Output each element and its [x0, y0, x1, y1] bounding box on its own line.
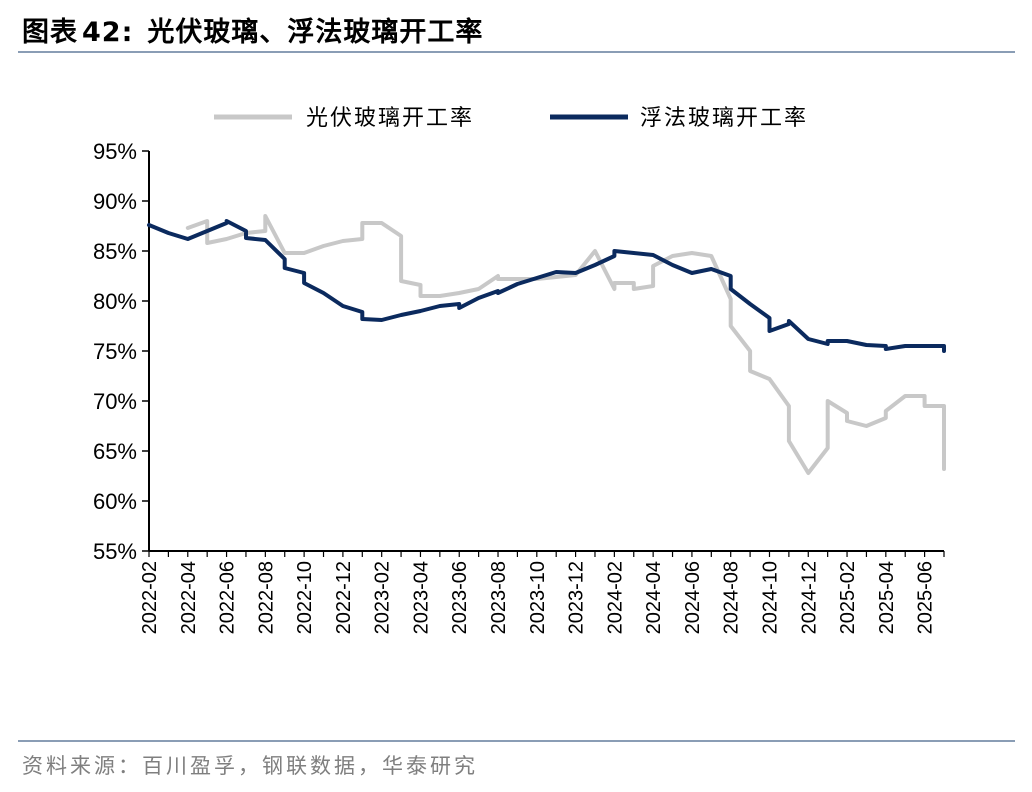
title-number: 42: — [82, 17, 134, 48]
x-tick-label: 2022-06 — [217, 561, 239, 634]
x-tick-label-group: 2022-08 — [255, 561, 277, 634]
x-tick-label: 2022-08 — [255, 561, 277, 634]
chart-axes: 55% 60% 65% 70% 75% 80% 85% 90% 95% 2022-02 2022-0… — [93, 139, 945, 634]
y-tick-label: 70% — [93, 389, 137, 414]
x-tick-label: 2024-02 — [604, 561, 626, 634]
x-tick-label: 2023-06 — [449, 561, 471, 634]
bottom-divider — [18, 740, 1015, 742]
x-tick-label: 2022-04 — [178, 561, 200, 634]
x-tick-label: 2023-02 — [372, 561, 394, 634]
x-tick-label: 2025-02 — [837, 561, 859, 634]
title-prefix: 图表 — [22, 17, 78, 48]
x-tick-label-group: 2024-08 — [721, 561, 743, 634]
x-tick-label-group: 2024-04 — [643, 561, 665, 634]
top-divider — [18, 51, 1015, 53]
x-tick-label-group: 2025-04 — [876, 561, 898, 634]
y-tick-label: 95% — [93, 139, 137, 164]
x-tick-label-group: 2023-08 — [488, 561, 510, 634]
series-line-1 — [185, 214, 946, 475]
x-tick-label-group: 2022-12 — [333, 561, 355, 634]
x-tick-label-group: 2023-06 — [449, 561, 471, 634]
x-tick-label: 2023-08 — [488, 561, 510, 634]
y-tick-label: 55% — [93, 539, 137, 564]
legend-label-1: 光伏玻璃开工率 — [306, 106, 474, 131]
x-tick-label-group: 2024-12 — [798, 561, 820, 634]
x-tick-label-group: 2025-02 — [837, 561, 859, 634]
title-text: 光伏玻璃、浮法玻璃开工率 — [147, 17, 484, 48]
x-tick-label: 2025-04 — [876, 561, 898, 634]
x-tick-label: 2024-06 — [682, 561, 704, 634]
y-tick-label: 65% — [93, 439, 137, 464]
y-tick-label: 90% — [93, 189, 137, 214]
x-tick-label-group: 2022-04 — [178, 561, 200, 634]
x-tick-label-group: 2025-06 — [915, 561, 937, 634]
x-tick-label-group: 2023-12 — [566, 561, 588, 634]
x-tick-label-group: 2022-10 — [294, 561, 316, 634]
y-tick-label: 75% — [93, 339, 137, 364]
x-tick-label-group: 2022-02 — [139, 561, 161, 634]
x-tick-label: 2024-10 — [759, 561, 781, 634]
x-tick-label: 2024-08 — [721, 561, 743, 634]
x-tick-label-group: 2023-02 — [372, 561, 394, 634]
series-layer — [147, 214, 946, 475]
y-tick-label: 85% — [93, 239, 137, 264]
series-line-2 — [147, 219, 946, 353]
source-note: 资料来源：百川盈孚，钢联数据，华泰研究 — [22, 754, 478, 778]
x-tick-label-group: 2024-06 — [682, 561, 704, 634]
x-tick-label-group: 2023-10 — [527, 561, 549, 634]
x-tick-label-group: 2024-02 — [604, 561, 626, 634]
x-tick-label: 2022-10 — [294, 561, 316, 634]
x-tick-label-group: 2024-10 — [759, 561, 781, 634]
y-tick-label: 60% — [93, 489, 137, 514]
x-tick-label: 2022-12 — [333, 561, 355, 634]
x-tick-label-group: 2022-06 — [217, 561, 239, 634]
x-tick-label: 2023-04 — [410, 561, 432, 634]
x-tick-label: 2024-04 — [643, 561, 665, 634]
y-tick-label: 80% — [93, 289, 137, 314]
chart-title: 图表 42: 光伏玻璃、浮法玻璃开工率 — [22, 10, 483, 49]
x-tick-label: 2025-06 — [915, 561, 937, 634]
x-tick-label: 2023-10 — [527, 561, 549, 634]
legend-label-2: 浮法玻璃开工率 — [640, 106, 808, 131]
x-tick-label: 2024-12 — [798, 561, 820, 634]
legend: 光伏玻璃开工率 浮法玻璃开工率 — [214, 106, 808, 131]
x-tick-label: 2022-02 — [139, 561, 161, 634]
x-tick-label-group: 2023-04 — [410, 561, 432, 634]
x-tick-label: 2023-12 — [566, 561, 588, 634]
